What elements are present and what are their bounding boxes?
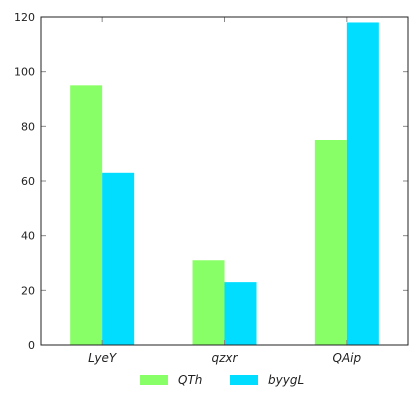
y-tick-label: 100 xyxy=(14,66,35,79)
x-tick-label: qzxr xyxy=(212,351,239,365)
x-tick-labels: LyeY qzxr QAip xyxy=(88,351,361,365)
bar-QTh-LyeY xyxy=(70,85,103,345)
y-tick-label: 20 xyxy=(21,284,35,297)
plot-frame xyxy=(40,16,409,346)
y-tick-label: 60 xyxy=(21,175,35,188)
y-tick-labels: 0 20 40 60 80 100 120 xyxy=(14,11,35,352)
bar-byygL-LyeY xyxy=(102,172,135,345)
legend: QTh byygL xyxy=(140,373,304,387)
bar-QTh-qzxr xyxy=(192,260,225,345)
x-tick-label: LyeY xyxy=(88,351,118,365)
bars-layer xyxy=(70,22,379,345)
legend-swatch-byygL xyxy=(230,375,258,385)
x-tick-label: QAip xyxy=(333,351,362,365)
legend-label-QTh: QTh xyxy=(178,373,202,387)
bar-QTh-QAip xyxy=(314,140,347,345)
bar-byygL-qzxr xyxy=(224,282,257,345)
y-tick-label: 120 xyxy=(14,11,35,24)
legend-swatch-QTh xyxy=(140,375,168,385)
y-tick-label: 0 xyxy=(28,339,35,352)
bar-byygL-QAip xyxy=(346,22,379,345)
y-tick-label: 40 xyxy=(21,230,35,243)
y-tick-label: 80 xyxy=(21,120,35,133)
legend-label-byygL: byygL xyxy=(268,373,304,387)
